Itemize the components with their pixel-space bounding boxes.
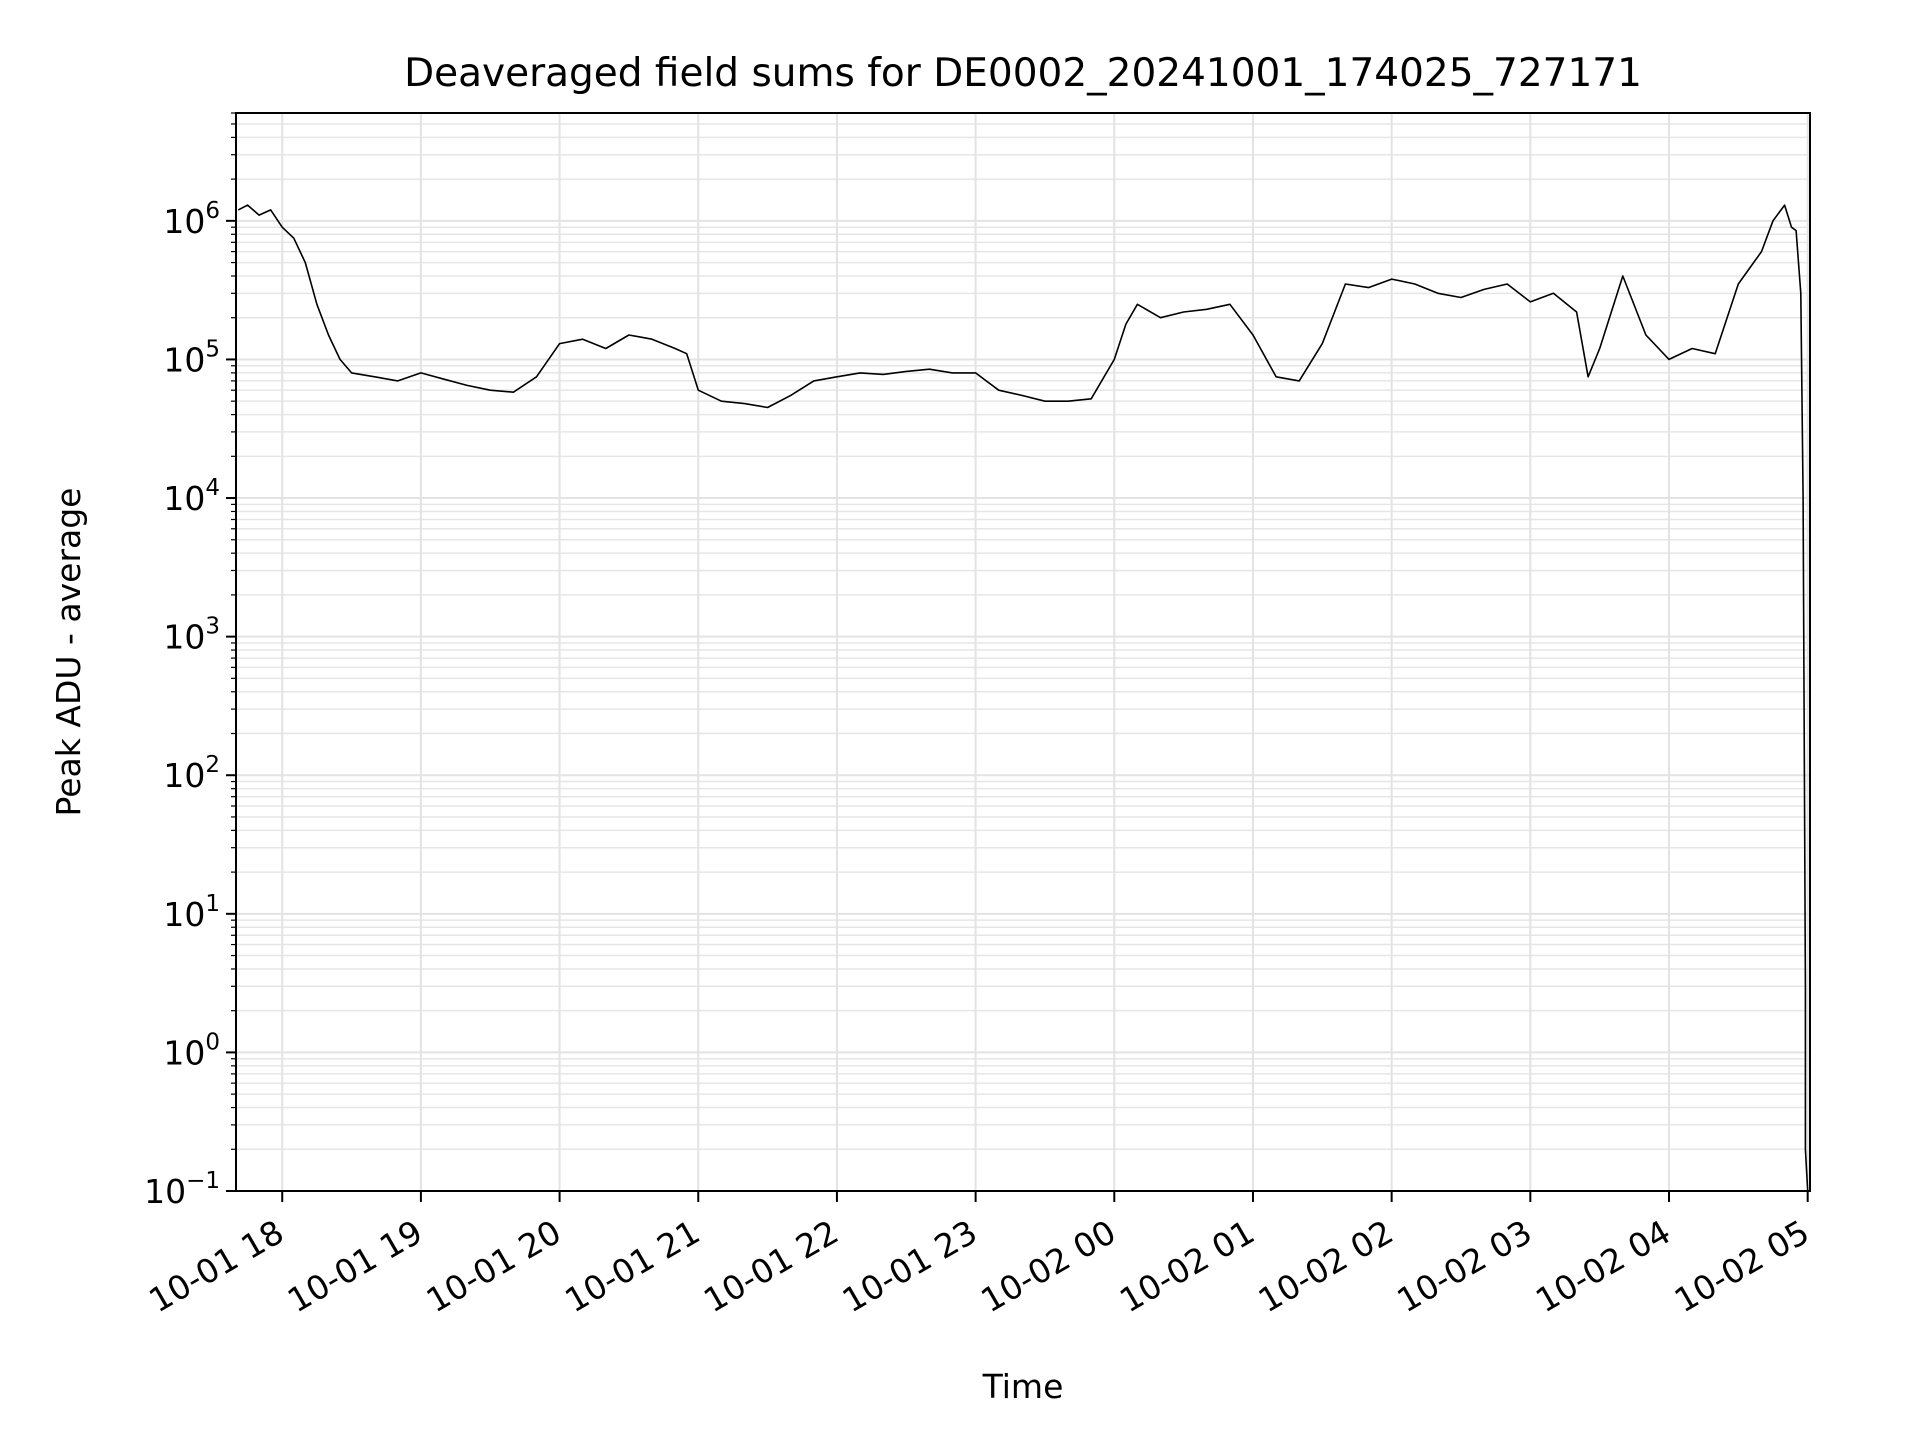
y-axis-label: Peak ADU - average — [49, 488, 88, 817]
plot-frame — [235, 112, 1811, 1192]
y-tick-label: 104 — [163, 475, 220, 518]
x-tick-label: 10-01 22 — [697, 1212, 845, 1320]
x-tick-label: 10-02 04 — [1529, 1212, 1677, 1320]
y-tick-label: 106 — [163, 198, 220, 241]
y-tick-label: 105 — [163, 336, 220, 379]
x-tick-label: 10-01 19 — [281, 1212, 429, 1320]
y-tick-label: 101 — [163, 891, 220, 934]
x-tick-label: 10-01 18 — [142, 1212, 290, 1320]
x-tick-label: 10-01 23 — [836, 1212, 984, 1320]
x-tick-label: 10-01 20 — [420, 1212, 568, 1320]
x-axis-label: Time — [982, 1367, 1064, 1406]
chart-title: Deaveraged field sums for DE0002_2024100… — [404, 51, 1642, 96]
x-tick-label: 10-02 02 — [1252, 1212, 1400, 1320]
x-tick-label: 10-02 00 — [974, 1212, 1122, 1320]
y-tick-label: 100 — [163, 1029, 220, 1072]
y-tick-label: 102 — [163, 752, 220, 795]
series-line — [237, 204, 1809, 1192]
x-tick-label: 10-01 21 — [558, 1212, 706, 1320]
y-tick-label: 10−1 — [144, 1168, 220, 1211]
x-tick-label: 10-02 01 — [1113, 1212, 1261, 1320]
y-tick-label: 103 — [163, 614, 220, 657]
x-tick-label: 10-02 03 — [1390, 1212, 1538, 1320]
x-tick-label: 10-02 05 — [1668, 1212, 1816, 1320]
grid-lines — [236, 112, 1810, 1192]
data-layer — [237, 204, 1809, 1192]
